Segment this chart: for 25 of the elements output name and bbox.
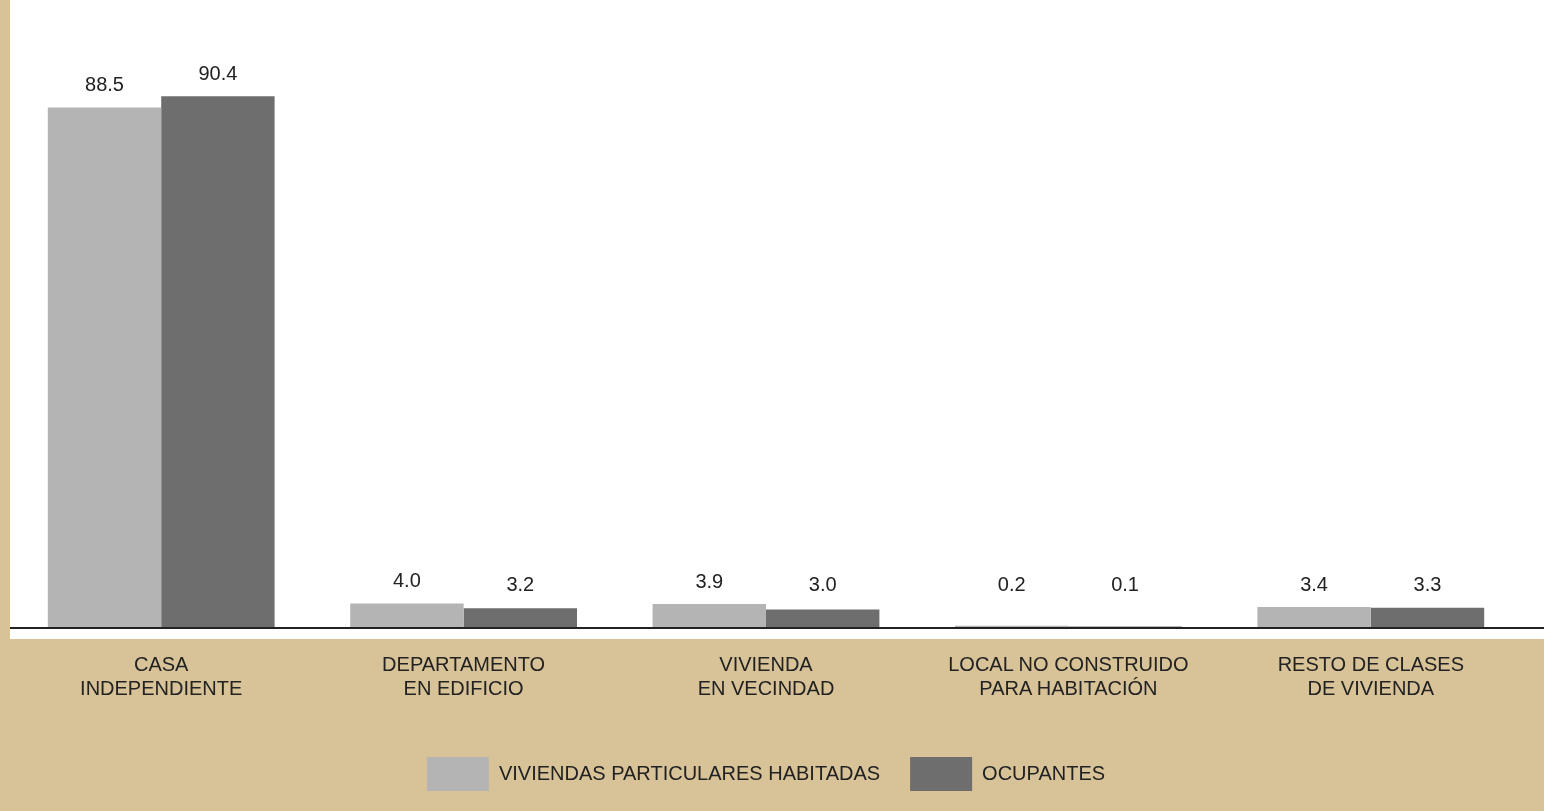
data-label: 3.0	[808, 572, 837, 595]
data-label: 88.5	[85, 73, 124, 96]
bar	[161, 96, 275, 627]
data-label: 0.1	[1111, 572, 1140, 595]
data-label: 3.4	[1300, 572, 1329, 595]
bar	[350, 603, 464, 627]
data-label: 0.2	[997, 572, 1026, 595]
x-tick-label: VIVIENDA EN VECINDAD	[697, 652, 835, 699]
bar	[463, 608, 577, 627]
legend-label: VIVIENDAS PARTICULARES HABITADAS	[498, 761, 881, 784]
data-label: 90.4	[198, 61, 238, 84]
x-tick-label: CASA INDEPENDIENTE	[80, 652, 243, 699]
data-label: 4.0	[392, 569, 421, 592]
bar	[652, 604, 766, 627]
bar	[1257, 607, 1371, 627]
x-tick-label: DEPARTAMENTO EN EDIFICIO	[382, 652, 546, 699]
x-tick-label: LOCAL NO CONSTRUIDO PARA HABITACIÓN	[948, 652, 1189, 699]
bar	[47, 107, 162, 627]
data-label: 3.3	[1413, 572, 1442, 595]
data-label: 3.2	[506, 572, 535, 595]
bar	[1370, 607, 1485, 627]
data-label: 3.9	[695, 569, 724, 592]
x-tick-label: RESTO DE CLASES DE VIVIENDA	[1277, 652, 1464, 699]
legend-label: OCUPANTES	[982, 761, 1106, 784]
bar	[766, 609, 880, 627]
